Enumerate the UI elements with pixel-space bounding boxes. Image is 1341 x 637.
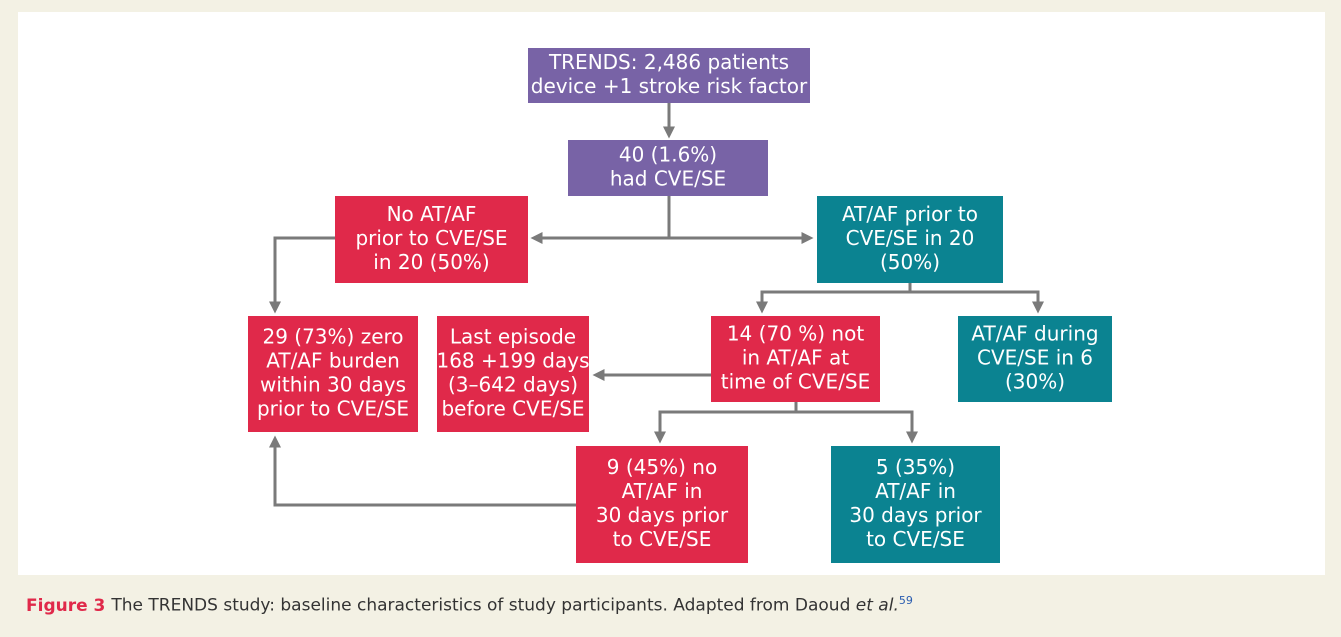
node-box <box>528 48 810 103</box>
node: No AT/AF prior to CVE/SE in 20 (50%) <box>335 196 528 283</box>
node-line: Last episode <box>450 325 576 349</box>
node-line: within 30 days <box>260 373 406 397</box>
arrow <box>269 435 576 507</box>
node-text: 14 (70 %) not in AT/AF at time of CVE/SE <box>721 322 871 394</box>
node-line: prior to CVE/SE <box>257 397 409 421</box>
node-line: 29 (73%) zero <box>262 325 403 349</box>
node: TRENDS: 2,486 patients device +1 stroke r… <box>528 48 810 103</box>
node-box <box>958 316 1112 402</box>
node: 29 (73%) zero AT/AF burden within 30 days p… <box>248 316 418 432</box>
caption-ref: 59 <box>898 594 913 607</box>
node-line: 5 (35%) <box>876 455 955 479</box>
node-text: No AT/AF prior to CVE/SE in 20 (50%) <box>355 202 507 274</box>
node-box <box>711 316 880 402</box>
node-box <box>817 196 1003 283</box>
node-line: AT/AF in <box>622 479 703 503</box>
node-line: in AT/AF at <box>742 346 849 370</box>
node: Last episode 168 +199 days (3–642 days) bef… <box>436 316 590 432</box>
nodes: TRENDS: 2,486 patients device +1 stroke r… <box>248 48 1112 563</box>
node-line: (50%) <box>880 250 940 274</box>
node-line: 14 (70 %) not <box>727 322 864 346</box>
arrow <box>654 402 798 444</box>
node-line: to CVE/SE <box>866 527 965 551</box>
node-line: prior to CVE/SE <box>355 226 507 250</box>
node-box <box>576 446 748 563</box>
node-text: AT/AF prior to CVE/SE in 20 (50%) <box>842 202 978 274</box>
node: 40 (1.6%) had CVE/SE <box>568 140 768 196</box>
node-line: 30 days prior <box>596 503 729 527</box>
caption-label: Figure 3 <box>26 595 106 616</box>
node: AT/AF prior to CVE/SE in 20 (50%) <box>817 196 1003 283</box>
node-line: (30%) <box>1005 370 1065 394</box>
node-text: 29 (73%) zero AT/AF burden within 30 days p… <box>257 325 409 421</box>
node-line: device +1 stroke risk factor <box>531 74 808 98</box>
node-box <box>437 316 589 432</box>
node-line: 40 (1.6%) <box>619 143 717 167</box>
node-line: in 20 (50%) <box>373 250 489 274</box>
node-box <box>831 446 1000 563</box>
node-line: time of CVE/SE <box>721 370 871 394</box>
node: 5 (35%) AT/AF in 30 days prior to CVE/SE <box>831 446 1000 563</box>
node-line: before CVE/SE <box>441 397 584 421</box>
node-text: 5 (35%) AT/AF in 30 days prior to CVE/SE <box>849 455 982 551</box>
arrow <box>910 290 1044 314</box>
arrow <box>756 283 912 314</box>
arrow <box>796 410 918 444</box>
node-line: 9 (45%) no <box>607 455 717 479</box>
node-line: AT/AF burden <box>266 349 400 373</box>
node: 9 (45%) no AT/AF in 30 days prior to CVE/SE <box>576 446 748 563</box>
node-text: AT/AF during CVE/SE in 6 (30%) <box>971 322 1098 394</box>
node-line: CVE/SE in 6 <box>977 346 1093 370</box>
node-line: AT/AF prior to <box>842 202 978 226</box>
node-line: 168 +199 days <box>436 349 589 373</box>
node-line: AT/AF during <box>971 322 1098 346</box>
node-text: 9 (45%) no AT/AF in 30 days prior to CVE/SE <box>596 455 729 551</box>
node-line: TRENDS: 2,486 patients <box>548 50 789 74</box>
caption-text: The TRENDS study: baseline characteristi… <box>111 595 851 616</box>
node-line: had CVE/SE <box>610 167 726 191</box>
caption-italic: et al. <box>855 595 899 616</box>
node-box <box>248 316 418 432</box>
caption: Figure 3 The TRENDS study: baseline chara… <box>26 594 913 616</box>
node-text: Last episode 168 +199 days (3–642 days) bef… <box>436 325 589 421</box>
connectors <box>269 103 1044 507</box>
node-line: to CVE/SE <box>613 527 712 551</box>
node: AT/AF during CVE/SE in 6 (30%) <box>958 316 1112 402</box>
node-text: 40 (1.6%) had CVE/SE <box>610 143 726 191</box>
node-line: 30 days prior <box>849 503 982 527</box>
arrow <box>269 236 335 314</box>
node-line: CVE/SE in 20 <box>846 226 975 250</box>
node-line: No AT/AF <box>387 202 477 226</box>
node-box <box>568 140 768 196</box>
node-text: TRENDS: 2,486 patients device +1 stroke r… <box>531 50 808 98</box>
node-box <box>335 196 528 283</box>
node-line: AT/AF in <box>875 479 956 503</box>
node: 14 (70 %) not in AT/AF at time of CVE/SE <box>711 316 880 402</box>
node-line: (3–642 days) <box>448 373 578 397</box>
